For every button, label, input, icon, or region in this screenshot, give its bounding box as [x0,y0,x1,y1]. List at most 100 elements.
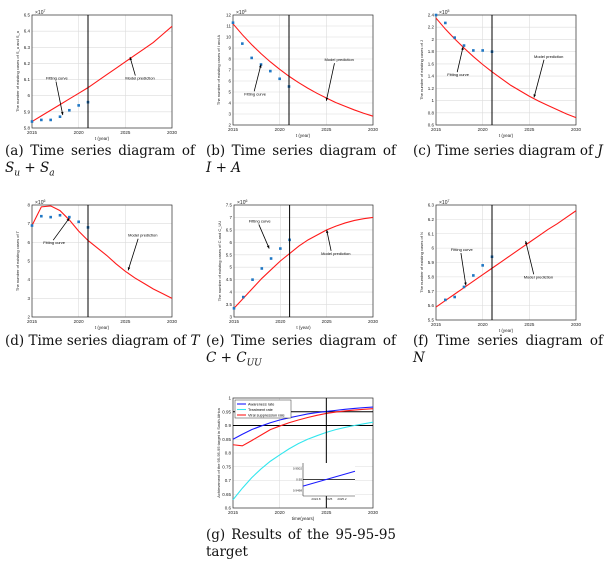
y-tick-label: 4 [27,277,30,282]
chart-b: 2015 2020 2025 2030 2 3 4 5 6 7 8 9 10 11 12 ×105 t (yea… [216,9,379,138]
chart-f: 2015 2020 2025 2030 5.5 5.6 5.7 5.8 5.9 6 6.1 6.2 6.… [419,199,582,333]
caption-label: (e) Time series diagram of [206,333,396,349]
data-point [77,104,80,107]
axes-box [232,397,374,509]
y-tick-label: 0.8 [225,451,232,456]
y-exponent-label: ×107 [439,199,449,206]
caption-math-part: J [597,143,603,159]
arrow-head-icon [66,218,70,222]
exponent: 6 [43,199,45,203]
x-axis-label: t (year) [499,133,514,138]
y-tick-label: 3 [27,296,30,301]
inset-series-line [302,470,356,487]
x-tick-label: 2025 [524,322,535,327]
x-tick-label: 2025 [120,319,131,324]
caption-math-part: I [206,160,212,176]
x-tick-label: 2025 [322,319,333,324]
y-tick-label: 2.2 [428,25,435,30]
data-point [462,285,466,289]
arrow-head-icon [525,240,528,245]
legend-label: Viral suppression rate [248,414,285,418]
y-tick-label: 3 [228,112,231,117]
x-axis-label: t (year) [296,325,311,330]
data-point [481,264,484,267]
exponent: 6 [245,199,247,203]
y-tick-label: 1.4 [428,74,435,79]
y-axis-label: The number of existing cases of T [15,230,20,291]
y-tick-label: 5.5 [428,318,435,323]
x-tick-label: 2030 [368,510,379,515]
y-tick-label: 1.8 [428,49,435,54]
caption-e: (e) Time series diagram of C + CUU [206,333,396,373]
x-tick-label: 2020 [478,322,489,327]
fitting-curve-annotation: Fitting curve [447,72,470,77]
caption-math-part: C [206,350,217,366]
data-point [269,257,273,260]
fitting-curve-annotation: Fitting curve [249,218,272,223]
data-point [462,44,466,47]
data-point [481,49,484,52]
x-tick-label: 2020 [74,319,85,324]
y-tick-label: 5.5 [226,252,233,257]
fitting-curve-annotation: Fitting curve [451,247,474,252]
data-point [40,118,43,122]
annotation-arrow [52,217,70,241]
y-exponent-label: ×106 [237,199,247,206]
fitting-curve-annotation: Fitting curve [46,76,69,81]
axes-box [31,14,173,129]
y-tick-label: 5 [27,259,30,264]
data-point [58,213,62,217]
caption-label: (f) Time series diagram of [413,333,603,349]
annotation-arrow [326,229,332,251]
y-tick-label: 2.4 [428,13,435,18]
model-curve [233,216,374,309]
annotation-arrow [525,240,535,275]
chart-d: 2015 2020 2025 2030 2 3 4 5 6 7 8 ×106 t (year) The n… [15,199,178,330]
series-line [232,408,374,447]
y-tick-label: 7 [27,221,30,226]
inset-y-tick: 0.9502 [293,467,303,471]
data-point [241,42,244,45]
caption-label: (b) Time series diagram of [206,143,396,159]
data-point [231,21,235,24]
y-tick-label: 5.8 [24,126,31,131]
axes-box [435,14,577,126]
annotation-arrow [456,46,464,73]
y-tick-label: 6 [27,93,30,98]
y-axis-label: The number of existing cases of C and C_… [217,221,222,302]
data-point [444,21,447,25]
x-axis-label: t (year) [296,133,311,138]
y-tick-label: 1.2 [428,86,435,91]
annotation-arrow [258,224,270,249]
model-prediction-annotation: Model prediction [324,57,353,62]
caption-a: (a) Time series diagram of Su + Sa [5,143,195,183]
series-line [232,406,374,440]
y-exponent-label: ×105 [236,9,246,16]
y-tick-label: 12 [226,13,232,18]
caption-b: (b) Time series diagram of I + A [206,143,396,177]
y-tick-label: 3 [229,315,232,320]
inset-x-tick: 2024.8 [311,497,321,501]
x-tick-label: 2030 [368,319,379,324]
caption-math-part: a [49,168,55,179]
data-point [40,214,43,218]
y-tick-label: 7.5 [226,203,233,208]
chart-c: 2015 2020 2025 2030 0.6 0.8 1 1.2 1.4 1.6 1.8 2 2.2 2… [419,9,582,138]
plot-area [436,15,576,125]
arrow-head-icon [266,245,270,249]
model-curve [31,25,173,123]
x-tick-label: 2030 [571,322,582,327]
caption-math-part: + [20,160,40,176]
model-prediction-annotation: Model prediction [524,274,553,279]
data-point [279,247,282,250]
y-tick-label: 6 [228,79,231,84]
y-tick-label: 5.9 [24,109,31,114]
y-tick-label: 5.6 [428,303,435,308]
y-tick-label: 7 [228,68,231,73]
arrow-head-icon [464,282,467,286]
y-tick-label: 0.95 [222,409,231,414]
y-tick-label: 0.8 [428,110,435,115]
caption-math-part: UU [246,358,262,369]
